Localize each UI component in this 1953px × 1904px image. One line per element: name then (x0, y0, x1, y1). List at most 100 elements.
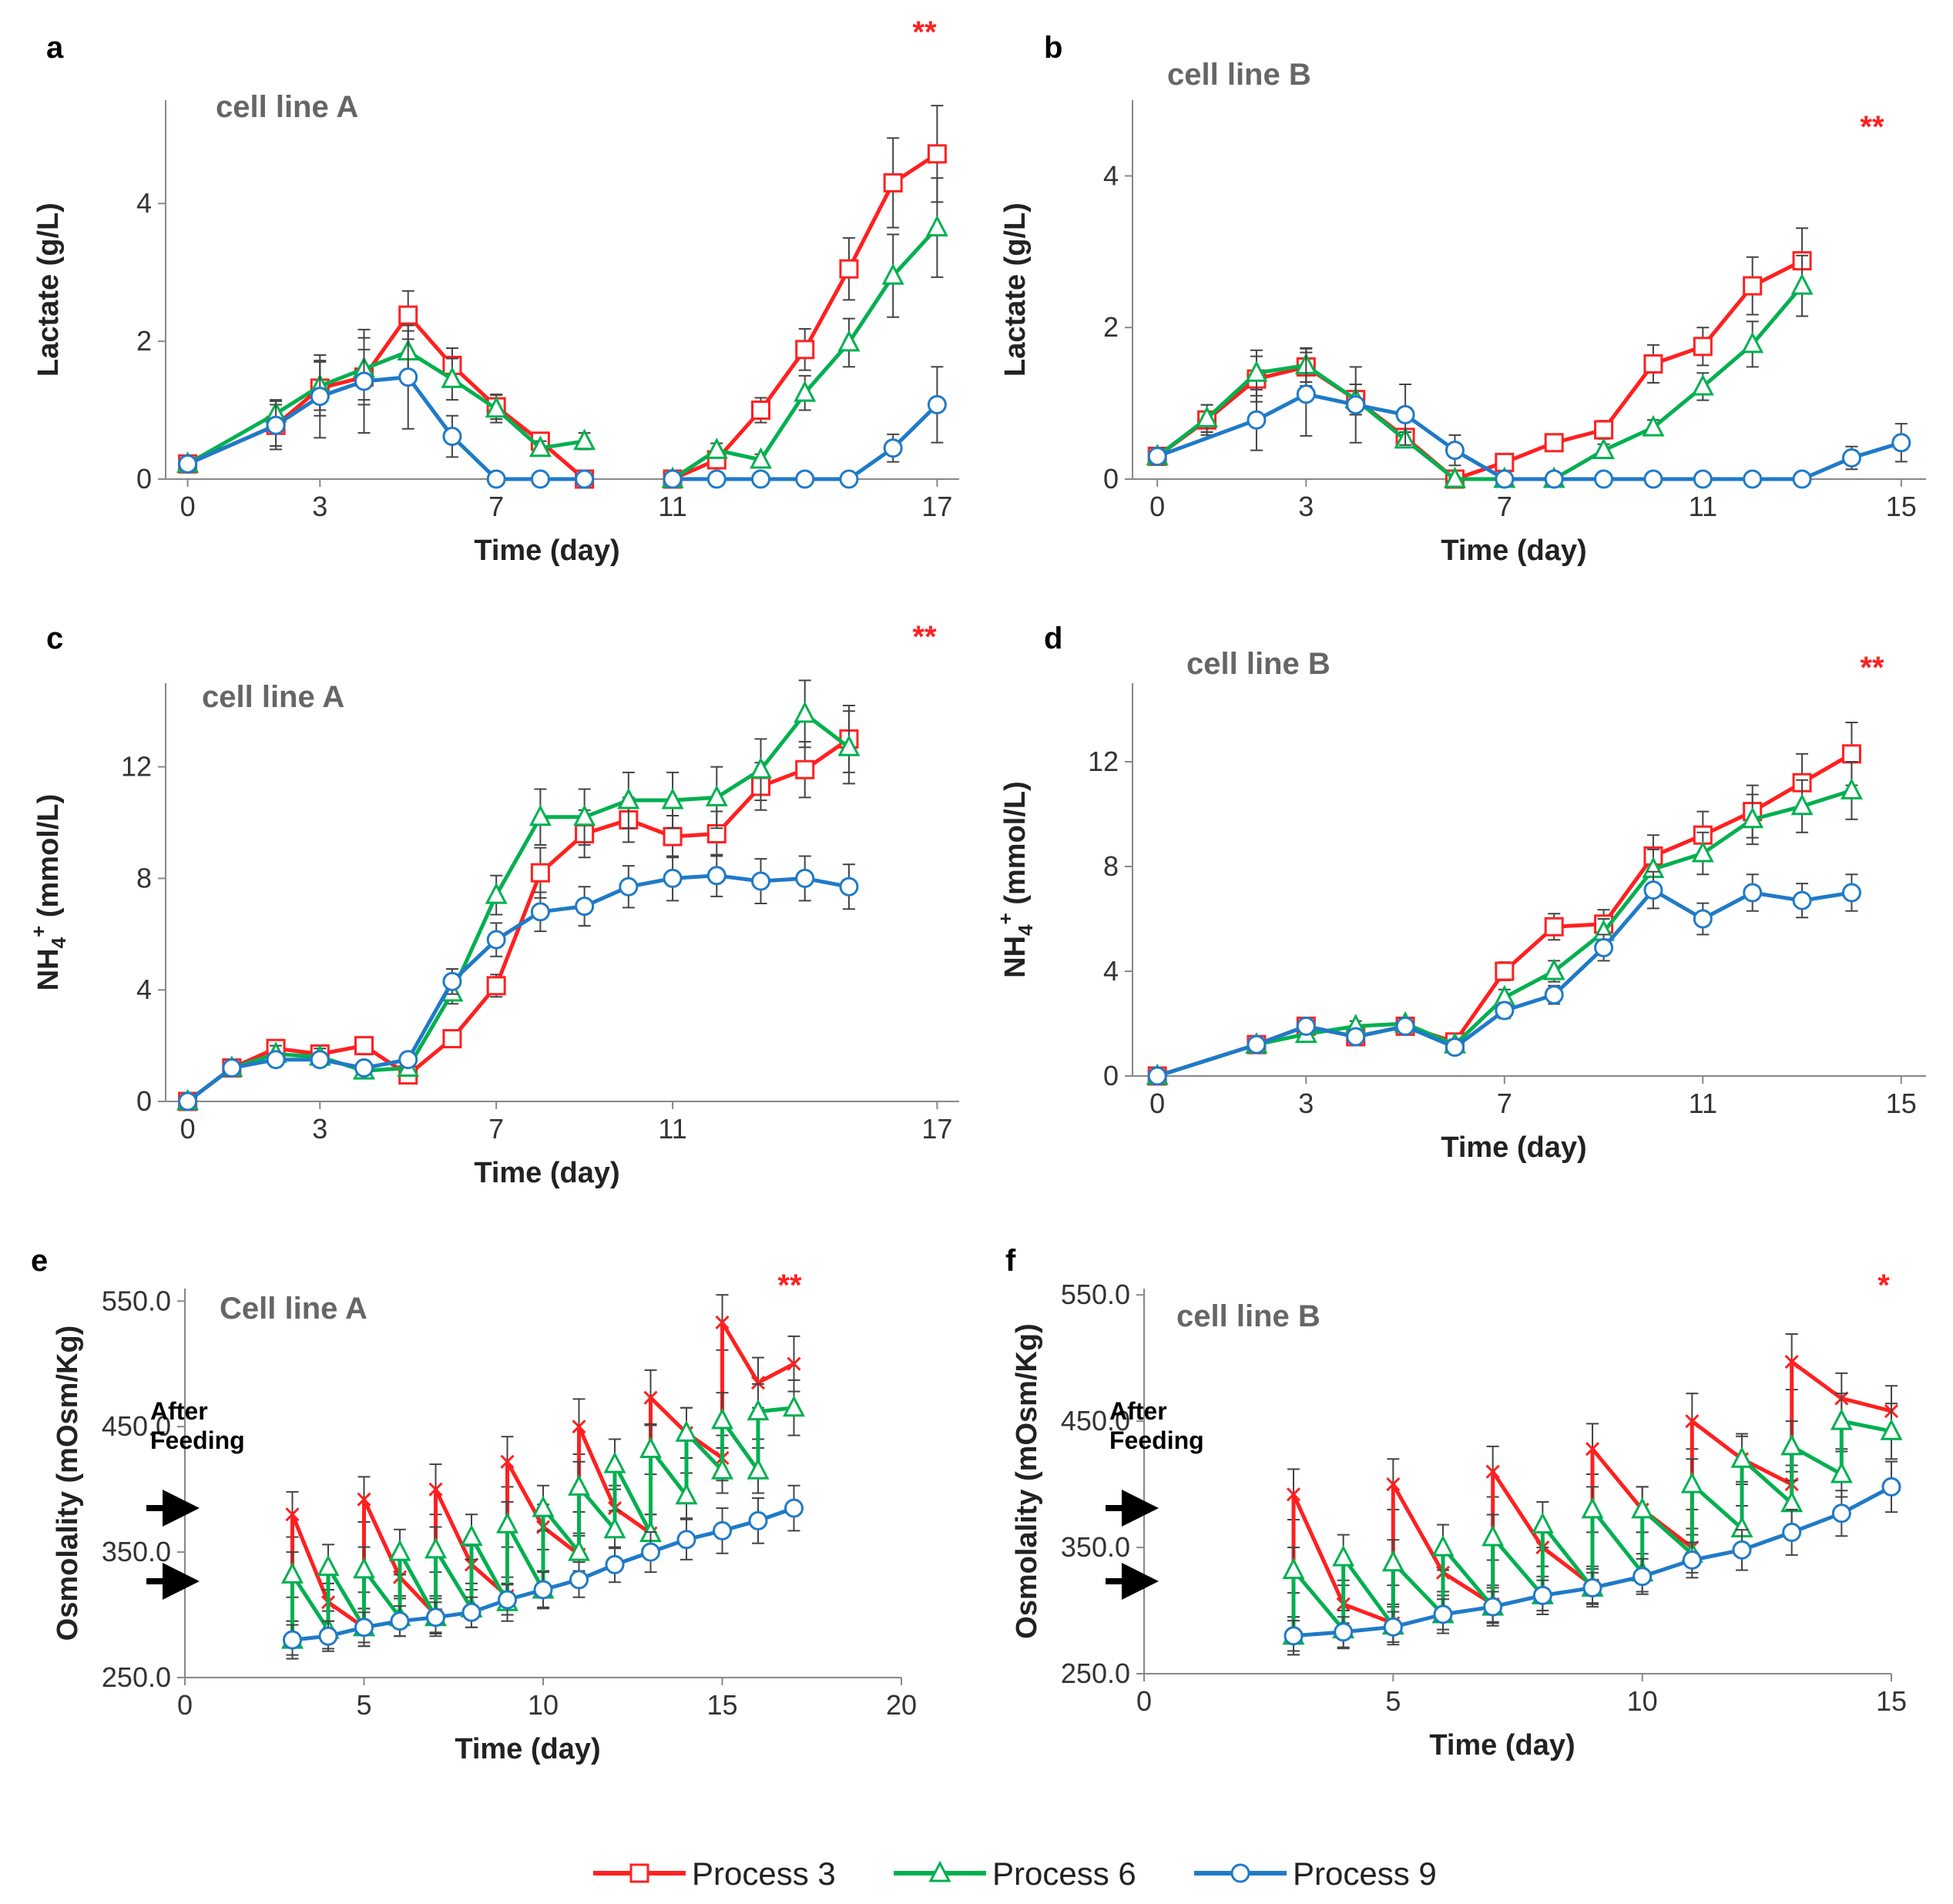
data-point (575, 897, 595, 917)
series-process-6 (281, 1379, 805, 1660)
panel-title: Cell line A (220, 1292, 367, 1326)
data-point (283, 1630, 302, 1650)
legend-marker (629, 1863, 649, 1883)
data-point (441, 367, 464, 388)
data-point (1433, 1604, 1453, 1624)
data-point (568, 1539, 590, 1561)
series-process-6 (176, 177, 948, 488)
data-point (568, 1474, 590, 1496)
data-point (1286, 1487, 1301, 1502)
data-point (1483, 1597, 1503, 1617)
y-tick-label: 450.0 (102, 1410, 171, 1442)
legend-item-process-3: Process 3 (593, 1855, 836, 1892)
data-point (1443, 466, 1466, 488)
data-point (1296, 1016, 1316, 1036)
data-point (839, 877, 859, 897)
y-tick-label: 12 (121, 751, 152, 783)
data-point (1147, 446, 1167, 466)
series-process-9 (1147, 870, 1861, 1086)
data-point (1743, 469, 1763, 489)
data-point (486, 469, 506, 489)
data-point (266, 415, 286, 435)
legend-label: Process 9 (1293, 1855, 1437, 1892)
data-point (178, 1091, 198, 1111)
data-point (747, 1399, 770, 1421)
y-tick-label: 350.0 (1061, 1531, 1130, 1563)
data-point (1790, 793, 1814, 816)
x-tick-label: 3 (312, 1113, 327, 1145)
legend-marker (928, 1860, 951, 1882)
data-point (750, 1376, 766, 1390)
data-point (1780, 1433, 1804, 1456)
x-tick-label: 0 (1149, 491, 1165, 522)
y-tick-label: 550.0 (1061, 1279, 1130, 1310)
data-point (1643, 354, 1663, 374)
y-tick-label: 4 (136, 187, 152, 219)
data-point (619, 877, 639, 897)
data-point (1741, 331, 1764, 354)
series-line (186, 873, 850, 1103)
significance-marker: ** (912, 15, 937, 49)
panel-a: 0 2 4 0 3 7 11 17 Time (day) Lactate (g/L) a cell l… (32, 15, 959, 567)
data-point (1196, 406, 1219, 427)
y-tick-label: 0 (136, 1085, 152, 1117)
data-point (486, 930, 506, 950)
data-point (1284, 1626, 1304, 1646)
data-point (675, 1420, 698, 1442)
data-point (178, 454, 198, 474)
data-point (783, 1395, 805, 1417)
data-point (1643, 469, 1663, 489)
data-point (354, 371, 374, 391)
data-point (711, 1407, 733, 1430)
data-point (881, 263, 904, 285)
series-process-3 (1147, 722, 1861, 1086)
data-point (794, 380, 817, 402)
data-point (1334, 1622, 1354, 1642)
x-tick-label: 5 (1385, 1685, 1401, 1717)
y-tick-label: 0 (1103, 463, 1119, 494)
data-point (1485, 1464, 1500, 1479)
data-point (353, 1557, 375, 1579)
data-point (486, 976, 506, 996)
x-tick-label: 3 (1298, 1088, 1314, 1119)
panel-d: 0 4 8 12 0 3 7 11 15 Time (day) NH4+ (mmol/L) d cell… (994, 622, 1926, 1164)
data-point (572, 1420, 586, 1434)
data-point (388, 1539, 411, 1561)
data-point (705, 785, 728, 806)
y-axis-title: Osmolality (mOsm/Kg) (1011, 1323, 1043, 1639)
y-tick-label: 4 (1103, 159, 1119, 191)
data-point (1643, 880, 1663, 900)
data-point (496, 1512, 518, 1534)
data-point (747, 1457, 770, 1480)
data-point (1581, 1497, 1604, 1519)
series-line (1156, 789, 1853, 1078)
data-point (751, 401, 770, 421)
data-point (1841, 883, 1861, 903)
legend-label: Process 3 (692, 1855, 836, 1892)
data-point (927, 144, 947, 164)
after-feeding-note: Feeding (1109, 1426, 1204, 1454)
after-feeding-note: Feeding (150, 1426, 245, 1454)
y-axis-title: NH4+ (mmol/L) (27, 794, 70, 991)
data-point (317, 1554, 340, 1577)
data-point (705, 437, 728, 459)
series-line (186, 226, 939, 481)
x-tick-label: 15 (706, 1689, 737, 1721)
data-point (1544, 985, 1564, 1005)
x-axis-title: Time (day) (1441, 1131, 1586, 1164)
data-point (1245, 360, 1268, 382)
legend: Process 3 Process 6 Process 9 (593, 1855, 1437, 1892)
data-point (617, 787, 640, 810)
data-point (795, 340, 815, 360)
panel-letter: c (46, 622, 63, 655)
y-tick-label: 250.0 (102, 1661, 171, 1693)
y-tick-label: 8 (1103, 850, 1119, 882)
data-point (1782, 1522, 1802, 1542)
data-point (751, 871, 770, 891)
data-point (795, 469, 815, 489)
data-point (1346, 1027, 1366, 1047)
series-process-9 (283, 1484, 804, 1656)
data-point (530, 863, 550, 883)
data-point (663, 868, 683, 888)
panel-f: 250.0 350.0 450.0 550.0 0 5 10 15 Time (day) Osmo… (1005, 1244, 1907, 1762)
